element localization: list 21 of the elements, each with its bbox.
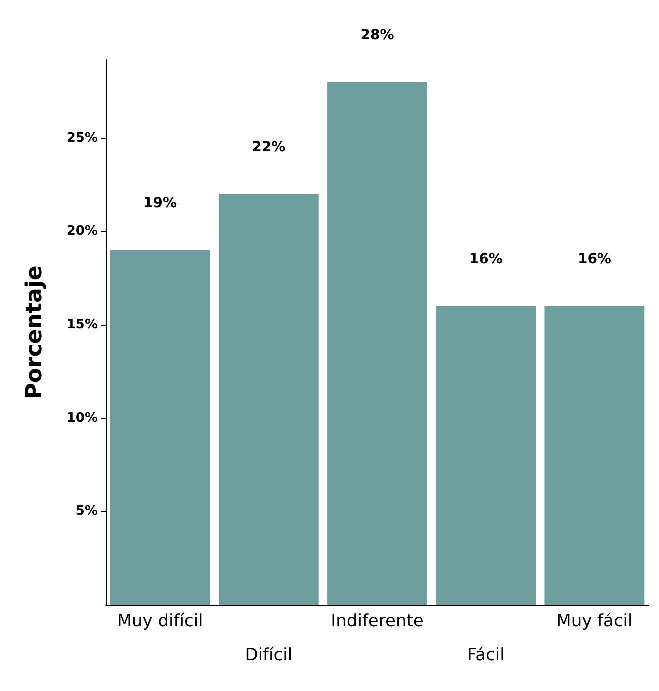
bar — [436, 306, 536, 605]
x-tick-label: Fácil — [467, 646, 505, 666]
x-tick-label: Indiferente — [331, 612, 424, 632]
bar — [544, 306, 645, 605]
x-tick-label: Muy fácil — [556, 612, 633, 632]
data-label: 22% — [252, 139, 286, 156]
y-tick-label: 15% — [66, 318, 98, 333]
y-tick-label: 10% — [66, 410, 98, 426]
bar — [328, 82, 428, 605]
data-label: 16% — [578, 251, 612, 268]
y-tick-label: 20% — [66, 224, 98, 240]
y-tick-label: 5% — [76, 504, 98, 520]
data-label: 28% — [360, 27, 394, 44]
data-label: 16% — [469, 251, 503, 268]
y-axis-title: Porcentaje — [22, 266, 48, 400]
bar — [110, 250, 210, 605]
x-tick-label: Muy difícil — [117, 612, 204, 632]
x-tick-label: Difícil — [245, 646, 293, 666]
bar — [218, 194, 319, 605]
y-tick-label: 25% — [66, 130, 98, 146]
data-label: 19% — [144, 195, 178, 212]
